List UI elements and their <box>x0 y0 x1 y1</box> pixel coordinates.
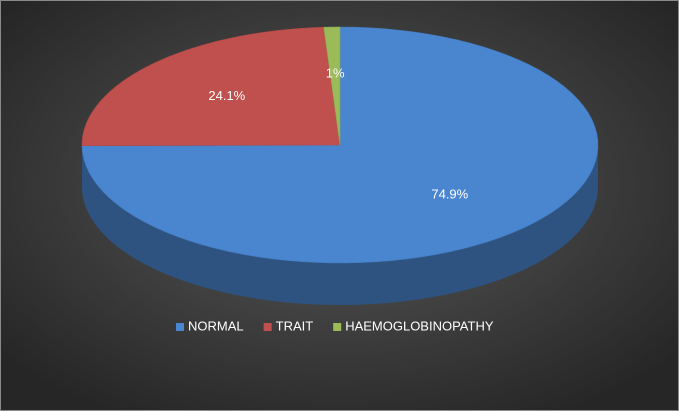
legend-label: NORMAL <box>188 318 244 333</box>
legend-marker <box>263 323 272 331</box>
pie: 74.9% 24.1% 1% <box>81 26 599 305</box>
data-label: 24.1% <box>208 88 245 103</box>
slice-side <box>82 145 598 305</box>
data-label: 1% <box>326 66 345 81</box>
legend-label: TRAIT <box>276 318 314 333</box>
legend-label: HAEMOGLOBINOPATHY <box>345 318 494 333</box>
legend: NORMAL TRAIT HAEMOGLOBINOPATHY <box>176 318 494 333</box>
slice <box>81 26 341 147</box>
legend-marker <box>176 323 184 331</box>
slice <box>81 26 599 264</box>
slice <box>323 26 341 146</box>
data-label: 74.9% <box>431 186 468 201</box>
legend-marker <box>333 323 342 331</box>
